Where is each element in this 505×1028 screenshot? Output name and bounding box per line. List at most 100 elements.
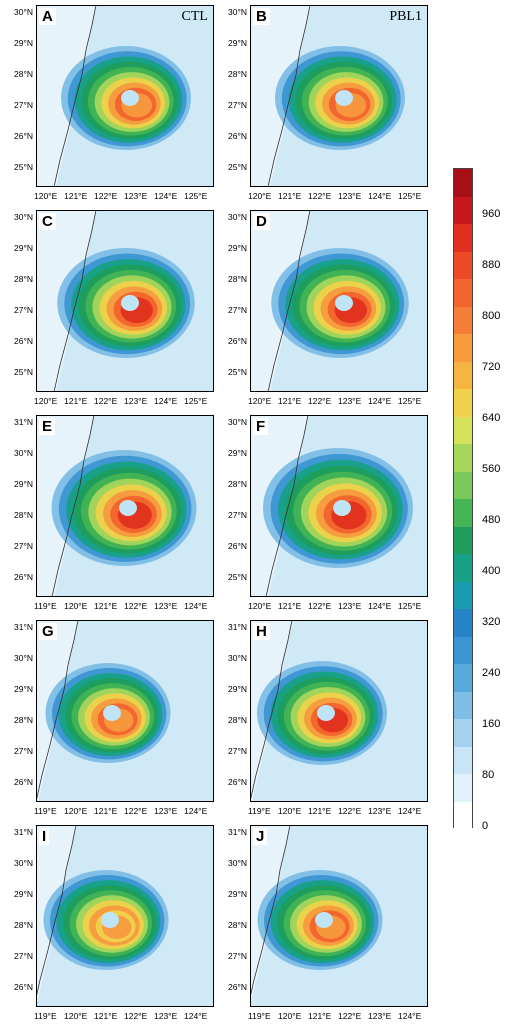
longitude-label: 121°E — [308, 806, 332, 816]
latitude-label: 30°N — [14, 7, 33, 17]
longitude-label: 123°E — [338, 191, 362, 201]
longitude-label: 122°E — [94, 396, 118, 406]
longitude-label: 121°E — [278, 601, 302, 611]
map-frame — [250, 825, 428, 1007]
longitude-label: 122°E — [124, 1011, 148, 1021]
latitude-label: 26°N — [228, 982, 247, 992]
colorbar-label: 400 — [482, 565, 501, 577]
latitude-label: 29°N — [228, 38, 247, 48]
radar-field: F — [250, 415, 428, 597]
latitude-label: 29°N — [14, 243, 33, 253]
longitude-label: 121°E — [64, 191, 88, 201]
longitude-label: 121°E — [278, 191, 302, 201]
colorbar-segment — [454, 196, 472, 225]
storm-eye — [101, 912, 119, 928]
reflectivity-plot — [36, 210, 214, 392]
latitude-label: 26°N — [228, 336, 247, 346]
reflectivity-plot — [250, 415, 428, 597]
longitude-label: 122°E — [308, 396, 332, 406]
latitude-label: 29°N — [14, 38, 33, 48]
latitude-label: 27°N — [228, 746, 247, 756]
longitude-label: 120°E — [34, 396, 58, 406]
colorbar-segment — [454, 416, 472, 445]
experiment-name: CTL — [181, 9, 208, 24]
map-frame — [36, 415, 214, 597]
colorbar-label: 720 — [482, 361, 501, 373]
longitude-label: 122°E — [94, 191, 118, 201]
longitude-label: 123°E — [368, 806, 392, 816]
longitude-label: 122°E — [308, 601, 332, 611]
longitude-label: 125°E — [398, 601, 422, 611]
reflectivity-plot — [250, 620, 428, 802]
colorbar-label: 880 — [482, 259, 501, 271]
longitude-label: 123°E — [154, 1011, 178, 1021]
latitude-label: 29°N — [228, 243, 247, 253]
colorbar-segment — [454, 306, 472, 335]
longitude-label: 123°E — [124, 191, 148, 201]
latitude-label: 30°N — [228, 858, 247, 868]
coastline — [53, 210, 97, 392]
longitude-label: 123°E — [124, 396, 148, 406]
panel-label: J — [253, 828, 268, 845]
latitude-label: 28°N — [228, 479, 247, 489]
colorbar-segment — [454, 719, 472, 747]
latitude-label: 28°N — [228, 69, 247, 79]
latitude-label: 28°N — [14, 920, 33, 930]
longitude-label: 122°E — [124, 601, 148, 611]
colorbar-segment — [454, 691, 472, 720]
map-frame — [250, 620, 428, 802]
longitude-label: 123°E — [368, 1011, 392, 1021]
longitude-label: 123°E — [154, 806, 178, 816]
longitude-label: 124°E — [184, 601, 208, 611]
latitude-label: 26°N — [14, 572, 33, 582]
latitude-label: 30°N — [14, 653, 33, 663]
colorbar-segment — [454, 224, 472, 252]
longitude-label: 120°E — [34, 191, 58, 201]
colorbar-segment — [454, 801, 472, 830]
map-frame — [36, 825, 214, 1007]
colorbar-label: 560 — [482, 463, 501, 475]
latitude-label: 30°N — [228, 212, 247, 222]
latitude-label: 26°N — [228, 131, 247, 141]
longitude-label: 121°E — [94, 806, 118, 816]
colorbar-segment — [454, 334, 472, 362]
panel-label: G — [39, 623, 57, 640]
longitude-label: 119°E — [248, 806, 271, 816]
storm-eye — [315, 912, 333, 928]
colorbar-segment — [454, 444, 472, 472]
storm-eye — [333, 500, 351, 516]
longitude-label: 123°E — [154, 601, 178, 611]
longitude-label: 120°E — [278, 1011, 302, 1021]
latitude-label: 26°N — [228, 541, 247, 551]
panel-label: I — [39, 828, 50, 845]
panel-label: D — [253, 213, 270, 230]
latitude-label: 30°N — [14, 448, 33, 458]
colorbar-segment — [454, 581, 472, 610]
latitude-label: 25°N — [228, 572, 247, 582]
radar-field: A CTL — [36, 5, 214, 187]
longitude-label: 122°E — [338, 1011, 362, 1021]
storm-eye — [119, 500, 137, 516]
reflectivity-plot — [36, 825, 214, 1007]
radar-field: J — [250, 825, 428, 1007]
longitude-label: 124°E — [154, 396, 178, 406]
colorbar-segment — [454, 609, 472, 637]
radar-field: D — [250, 210, 428, 392]
latitude-label: 26°N — [14, 131, 33, 141]
latitude-label: 28°N — [228, 274, 247, 284]
coastline — [36, 620, 79, 802]
latitude-label: 26°N — [14, 777, 33, 787]
latitude-label: 29°N — [14, 479, 33, 489]
latitude-label: 30°N — [228, 417, 247, 427]
latitude-label: 31°N — [14, 417, 33, 427]
colorbar-segment — [454, 526, 472, 555]
colorbar-segment — [454, 251, 472, 280]
longitude-label: 120°E — [248, 396, 272, 406]
map-frame — [36, 5, 214, 187]
panel-label: A — [39, 8, 56, 25]
latitude-label: 29°N — [14, 889, 33, 899]
radar-field: B PBL1 — [250, 5, 428, 187]
longitude-label: 124°E — [368, 191, 392, 201]
longitude-label: 124°E — [398, 806, 422, 816]
reflectivity-plot — [250, 210, 428, 392]
